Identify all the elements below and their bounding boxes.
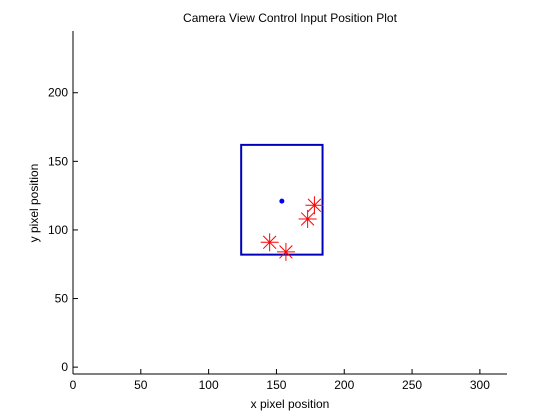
y-tick-label: 200	[48, 86, 68, 100]
chart-marks	[240, 143, 324, 261]
x-tick-label: 0	[70, 378, 77, 392]
chart-title: Camera View Control Input Position Plot	[183, 11, 398, 25]
x-tick-label: 200	[334, 378, 354, 392]
x-tick-label: 150	[266, 378, 286, 392]
ticks: 0 50 100 150 200 250 300 0 50 100 150 200	[48, 86, 490, 392]
y-tick-label: 150	[48, 154, 68, 168]
view-rectangle	[240, 143, 324, 256]
center-point	[279, 198, 285, 204]
x-tick-label: 100	[199, 378, 219, 392]
star-point	[305, 196, 324, 215]
y-tick-label: 0	[61, 360, 68, 374]
y-tick-label: 50	[55, 292, 69, 306]
x-tick-label: 300	[470, 378, 490, 392]
star-point	[276, 242, 295, 261]
plot-background	[73, 31, 507, 374]
axes	[72, 31, 507, 375]
y-tick-label: 100	[48, 223, 68, 237]
x-axis-label: x pixel position	[251, 397, 330, 411]
star-point	[298, 209, 317, 228]
x-tick-label: 50	[134, 378, 148, 392]
y-axis-label: y pixel position	[27, 164, 41, 243]
x-tick-label: 250	[402, 378, 422, 392]
star-point	[260, 233, 279, 252]
